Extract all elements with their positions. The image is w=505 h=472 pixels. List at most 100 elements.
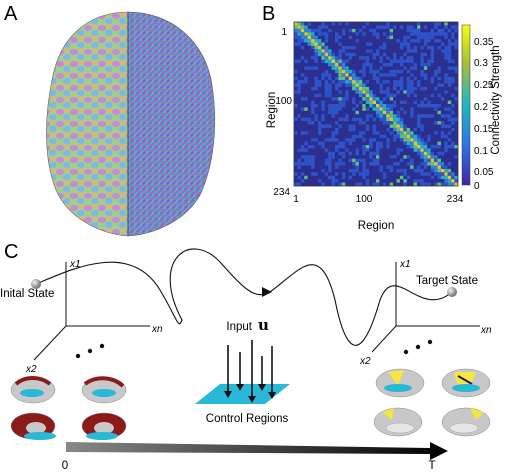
matrix-cell	[399, 134, 404, 139]
matrix-cell	[300, 32, 305, 36]
matrix-cell	[454, 69, 458, 74]
matrix-cell	[430, 93, 435, 98]
matrix-cell	[369, 151, 373, 156]
matrix-cell	[396, 59, 400, 63]
matrix-cell	[454, 155, 458, 159]
matrix-cell	[294, 59, 298, 63]
matrix-cell	[369, 145, 373, 149]
matrix-cell	[328, 110, 332, 115]
matrix-cell	[396, 145, 400, 149]
matrix-cell	[417, 179, 421, 183]
control-plane	[195, 384, 290, 404]
matrix-cell	[389, 107, 394, 111]
matrix-cell	[341, 49, 346, 53]
axis-x1-left: x1	[69, 259, 81, 270]
matrix-cell	[362, 86, 366, 91]
matrix-cell	[444, 114, 448, 118]
matrix-cell	[304, 148, 308, 152]
matrix-cell	[382, 45, 387, 50]
matrix-cell	[324, 32, 329, 36]
matrix-cell	[447, 165, 452, 169]
matrix-cell	[427, 25, 431, 29]
matrix-cell	[444, 124, 448, 128]
matrix-cell	[352, 134, 356, 139]
matrix-cell	[379, 162, 383, 166]
matrix-cell	[335, 121, 339, 125]
matrix-cell	[341, 35, 346, 40]
matrix-cell	[423, 80, 428, 84]
matrix-cell	[338, 35, 342, 40]
matrix-cell	[294, 42, 298, 46]
matrix-cell	[410, 141, 414, 145]
matrix-cell	[314, 104, 318, 108]
matrix-cell	[311, 104, 315, 108]
matrix-cell	[396, 45, 400, 50]
matrix-cell	[338, 80, 342, 84]
matrix-cell	[413, 127, 417, 132]
matrix-cell	[341, 93, 346, 98]
matrix-cell	[430, 42, 435, 46]
matrix-cell	[437, 121, 441, 125]
matrix-cell	[341, 172, 346, 176]
matrix-cell	[365, 117, 370, 122]
matrix-cell	[355, 90, 359, 94]
matrix-cell	[420, 145, 424, 149]
matrix-cell	[382, 90, 387, 94]
matrix-cell	[369, 141, 373, 145]
matrix-cell	[444, 56, 448, 60]
matrix-cell	[430, 155, 435, 159]
matrix-cell	[420, 63, 424, 67]
matrix-cell	[294, 162, 298, 166]
matrix-cell	[393, 155, 397, 159]
matrix-cell	[358, 28, 363, 33]
matrix-cell	[324, 93, 329, 98]
matrix-cell	[406, 69, 411, 74]
matrix-cell	[423, 148, 428, 152]
matrix-cell	[358, 172, 363, 176]
matrix-cell	[399, 148, 404, 152]
matrix-cell	[311, 28, 315, 33]
matrix-cell	[324, 52, 329, 57]
matrix-cell	[403, 172, 407, 176]
matrix-cell	[434, 124, 438, 128]
matrix-cell	[365, 90, 370, 94]
matrix-cell	[314, 80, 318, 84]
matrix-cell	[321, 168, 325, 173]
matrix-cell	[379, 73, 383, 77]
matrix-cell	[423, 32, 428, 36]
matrix-cell	[328, 90, 332, 94]
matrix-cell	[372, 73, 376, 77]
matrix-cell	[423, 42, 428, 46]
matrix-cell	[348, 145, 353, 149]
matrix-cell	[314, 134, 318, 139]
matrix-cell	[362, 25, 366, 29]
matrix-cell	[294, 104, 298, 108]
matrix-cell	[331, 63, 335, 67]
matrix-cell	[406, 134, 411, 139]
matrix-cell	[314, 114, 318, 118]
matrix-cell	[311, 121, 315, 125]
matrix-cell	[345, 134, 349, 139]
matrix-cell	[362, 97, 366, 101]
matrix-cell	[417, 25, 421, 29]
matrix-cell	[355, 76, 359, 81]
matrix-cell	[352, 138, 356, 142]
matrix-cell	[362, 90, 366, 94]
matrix-cell	[420, 168, 424, 173]
matrix-cell	[345, 59, 349, 63]
matrix-cell	[420, 179, 424, 183]
matrix-cell	[300, 97, 305, 101]
matrix-cell	[335, 138, 339, 142]
matrix-cell	[413, 141, 417, 145]
matrix-cell	[362, 162, 366, 166]
matrix-cell	[369, 117, 373, 122]
matrix-cell	[348, 141, 353, 145]
matrix-cell	[307, 28, 312, 33]
matrix-cell	[324, 148, 329, 152]
matrix-cell	[317, 175, 322, 180]
matrix-cell	[389, 104, 394, 108]
matrix-cell	[389, 172, 394, 176]
matrix-cell	[365, 42, 370, 46]
matrix-cell	[427, 155, 431, 159]
matrix-cell	[376, 59, 380, 63]
